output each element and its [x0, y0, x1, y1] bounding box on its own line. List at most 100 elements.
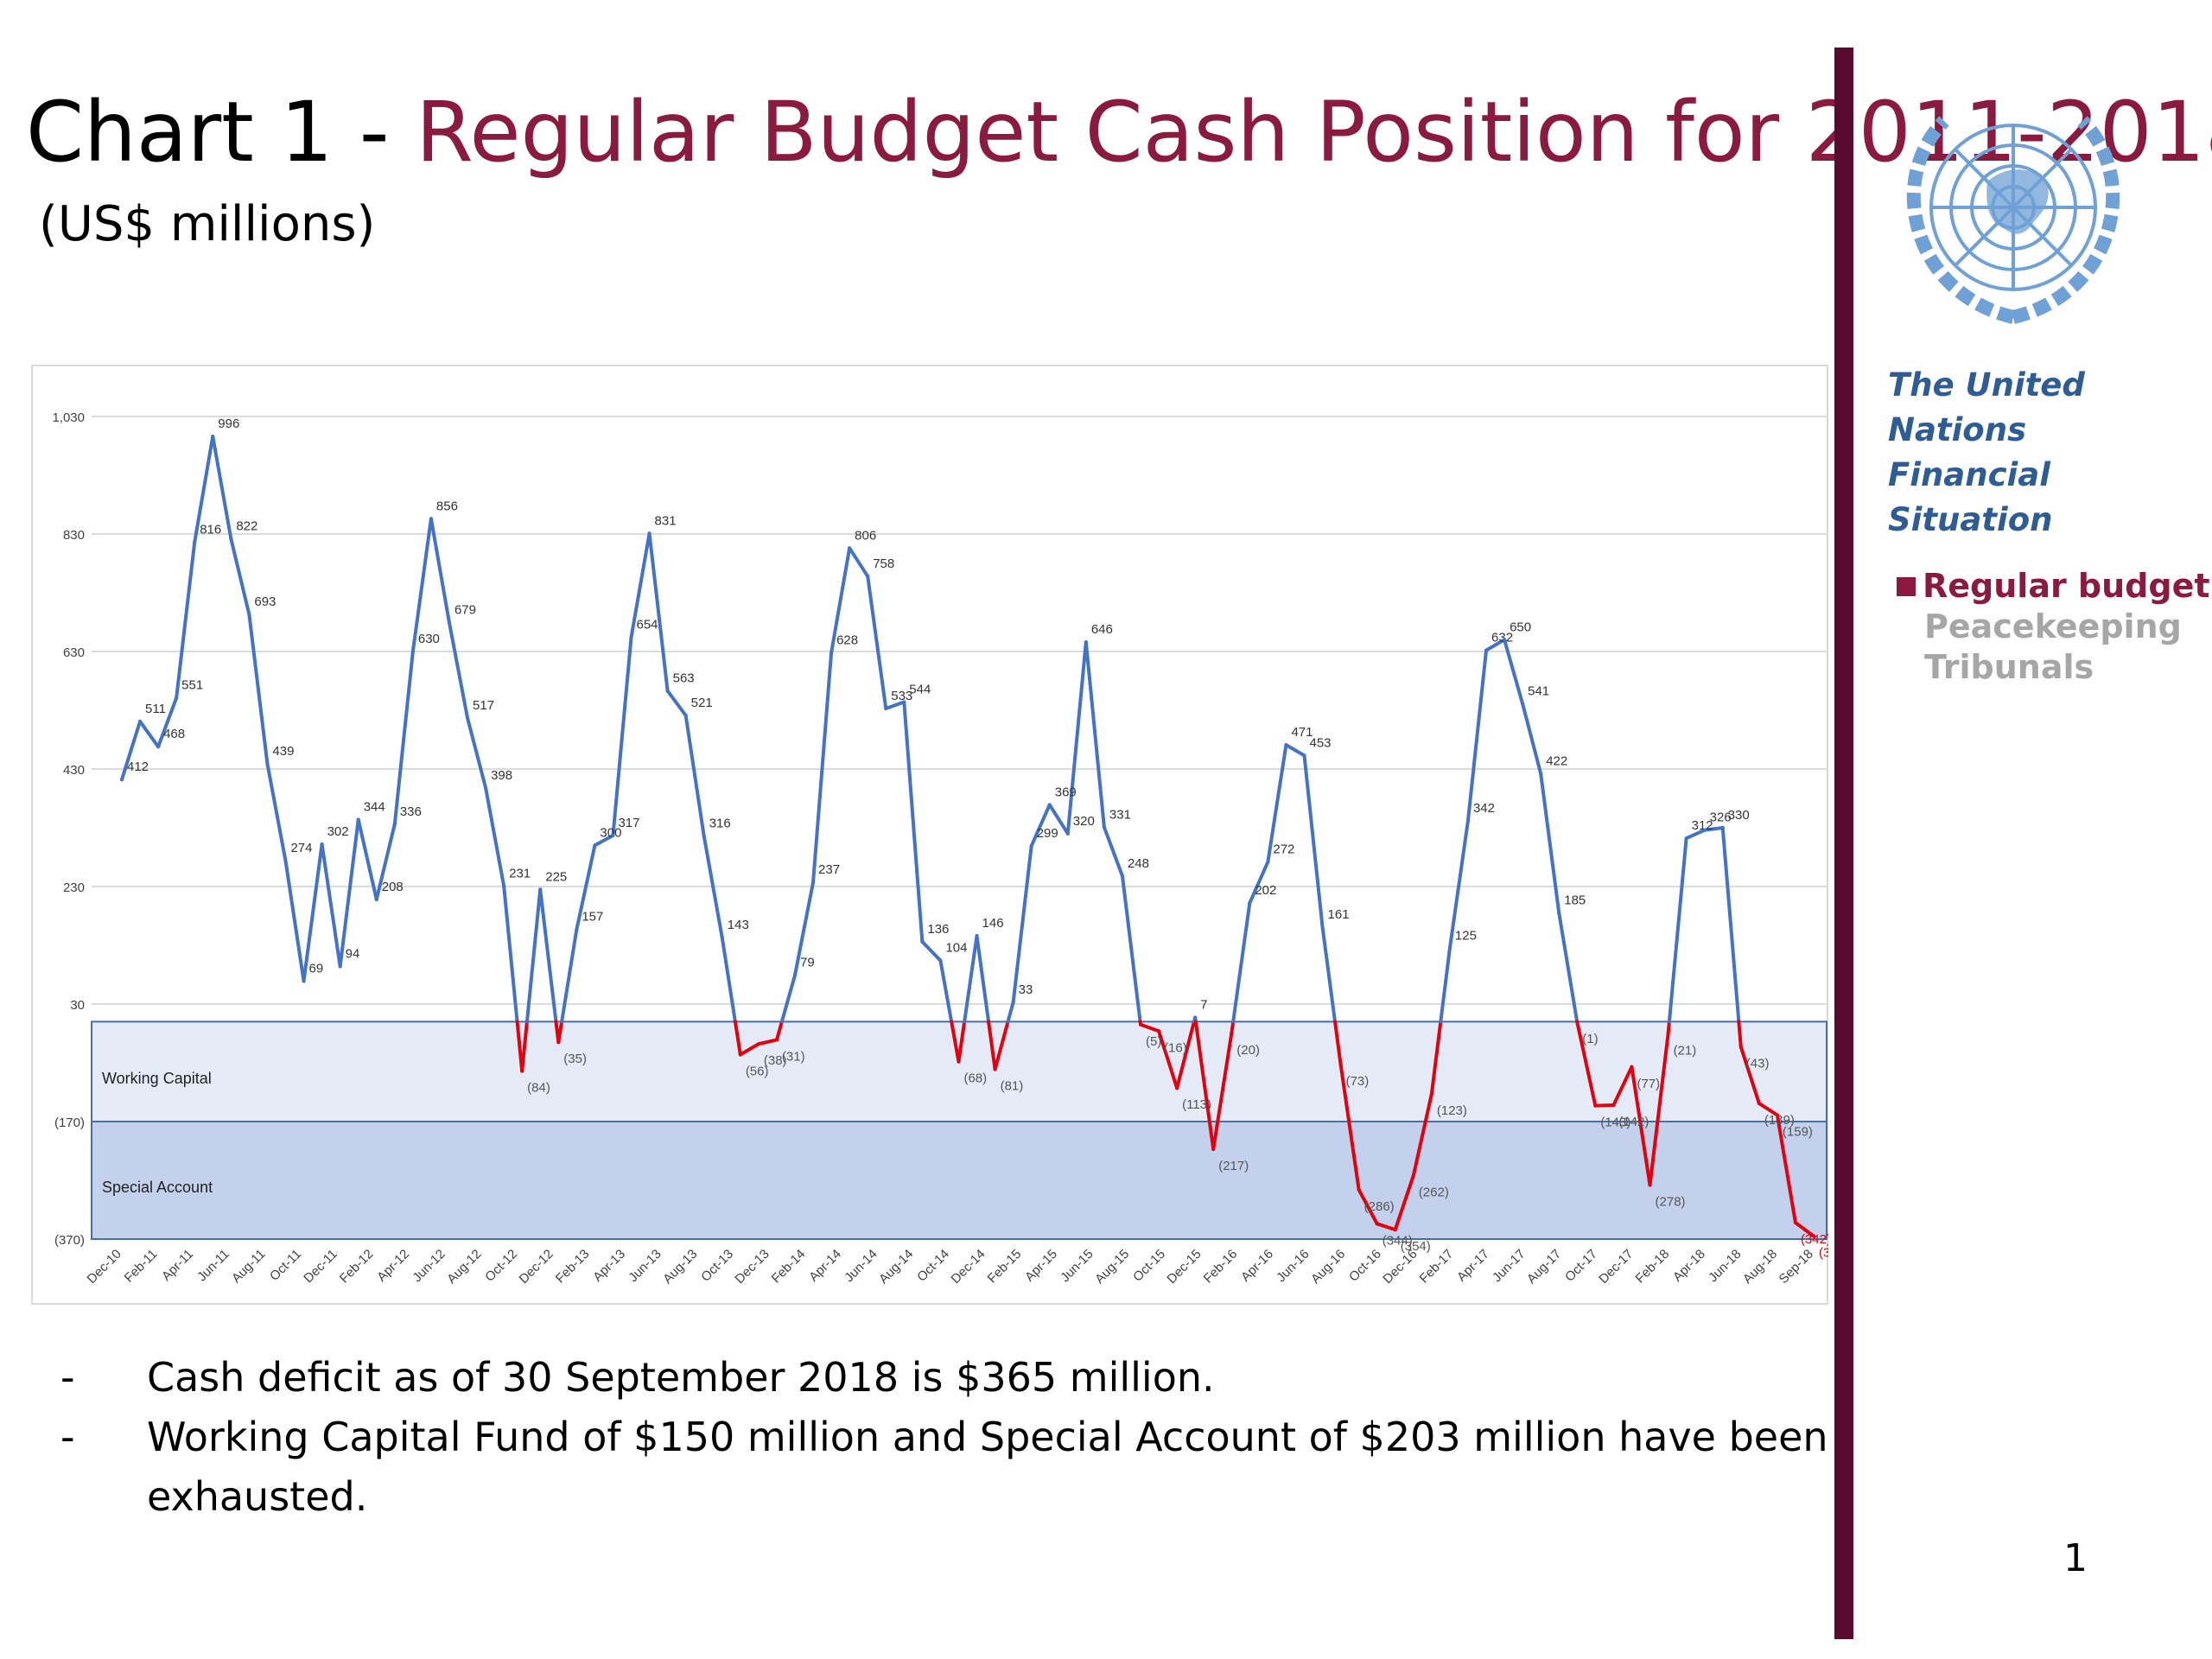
x-tick-label: Feb-18 [1633, 1247, 1673, 1287]
series-line-segment [502, 884, 519, 1024]
data-point [1266, 860, 1270, 864]
data-label: 231 [509, 866, 531, 880]
data-label: 517 [473, 698, 494, 713]
data-point [1557, 911, 1561, 915]
data-label: 439 [272, 744, 294, 759]
sidebar-item-regular-budget[interactable]: Regular budget [1897, 566, 2210, 607]
data-point [1775, 1113, 1779, 1117]
data-label: (81) [1001, 1078, 1024, 1093]
series-line-segment [920, 939, 943, 963]
y-tick-label: (170) [54, 1116, 85, 1130]
data-point [683, 714, 688, 718]
data-point [593, 843, 597, 848]
data-point [1139, 1022, 1143, 1027]
sidebar-item-peacekeeping[interactable]: Peacekeeping [1897, 607, 2210, 647]
data-point [538, 887, 543, 892]
data-point [392, 822, 397, 826]
data-point [374, 897, 378, 901]
data-label: (365) [1819, 1246, 1828, 1261]
data-point [138, 719, 143, 723]
x-tick-label: Apr-11 [159, 1247, 196, 1284]
series-line-segment [175, 540, 197, 700]
bullet-dash: - [60, 1414, 75, 1460]
data-label: 69 [309, 961, 324, 976]
series-line-segment [447, 620, 470, 720]
data-label: (143) [1600, 1116, 1630, 1130]
data-label: 806 [855, 528, 876, 543]
data-point [665, 689, 670, 693]
series-line-segment [950, 1020, 961, 1064]
data-point [1248, 901, 1252, 906]
series-line-segment [792, 880, 816, 977]
chart-title-prefix: Chart 1 - [26, 84, 416, 181]
series-line-segment [1211, 1032, 1234, 1151]
data-point [938, 958, 943, 963]
x-tick-label: Dec-13 [732, 1247, 772, 1287]
data-point [1738, 1045, 1743, 1049]
series-line-segment [1429, 1020, 1443, 1096]
data-point [1757, 1101, 1761, 1105]
data-point [611, 833, 615, 837]
x-tick-label: Apr-12 [374, 1247, 412, 1285]
series-line-segment [938, 958, 954, 1024]
data-label: (217) [1218, 1159, 1249, 1173]
data-label: 33 [1019, 982, 1033, 997]
sidebar-item-tribunals[interactable]: Tribunals [1897, 647, 2210, 688]
data-point [520, 1069, 524, 1073]
x-tick-label: Jun-18 [1706, 1247, 1744, 1285]
x-tick-label: Feb-11 [122, 1247, 161, 1286]
data-point [1320, 925, 1325, 929]
data-label: 544 [909, 682, 931, 696]
data-point [175, 696, 179, 700]
series-line-segment [466, 715, 488, 790]
data-point [193, 540, 197, 544]
series-line-segment [1333, 1020, 1343, 1067]
data-label: 302 [327, 824, 349, 839]
x-tick-label: Apr-18 [1670, 1247, 1708, 1285]
bullet-item: - Working Capital Fund of $150 million a… [60, 1408, 1840, 1527]
series-line-segment [1702, 826, 1725, 832]
x-tick-label: Sep-18 [1777, 1247, 1816, 1287]
data-label: 816 [200, 523, 221, 537]
y-tick-label: 830 [63, 528, 85, 543]
page-number: 1 [2063, 1536, 2088, 1580]
data-point [1357, 1187, 1361, 1192]
series-line-segment [774, 1020, 784, 1042]
data-label: (31) [782, 1049, 805, 1064]
un-emblem-icon [1906, 116, 2120, 324]
data-label: 412 [127, 760, 149, 774]
series-line-segment [120, 719, 143, 782]
data-label: (123) [1437, 1103, 1467, 1118]
bullet-text: Working Capital Fund of $150 million and… [147, 1414, 1828, 1520]
series-line-segment [302, 842, 324, 983]
bullet-list: - Cash deficit as of 30 September 2018 i… [60, 1348, 1840, 1527]
data-label: (84) [527, 1081, 550, 1096]
data-label: 274 [290, 841, 312, 855]
data-point [229, 537, 233, 541]
series-line-segment [866, 574, 888, 710]
data-point [1812, 1234, 1815, 1238]
series-line-segment [1539, 772, 1561, 915]
data-label: 225 [545, 869, 567, 884]
series-line-segment [647, 531, 670, 693]
data-label: 822 [236, 518, 257, 533]
data-label: 342 [1473, 801, 1495, 816]
data-label: 94 [346, 946, 360, 961]
data-label: 693 [254, 594, 276, 609]
data-point [1465, 818, 1470, 823]
series-line-segment [811, 651, 834, 885]
series-line-segment [830, 546, 852, 655]
series-line-segment [1284, 743, 1306, 758]
series-line-segment [138, 719, 161, 749]
data-point [1338, 1063, 1343, 1067]
x-tick-label: Jun-13 [626, 1247, 664, 1285]
sidebar-item-label: Peacekeeping [1924, 607, 2182, 645]
series-line-segment [1439, 946, 1452, 1024]
data-point [338, 964, 342, 969]
data-point [1393, 1228, 1397, 1232]
data-label: 856 [436, 499, 458, 513]
data-point [774, 1038, 779, 1042]
data-label: 248 [1128, 856, 1149, 871]
bullet-dash: - [60, 1354, 75, 1401]
series-line-segment [1006, 1000, 1015, 1024]
